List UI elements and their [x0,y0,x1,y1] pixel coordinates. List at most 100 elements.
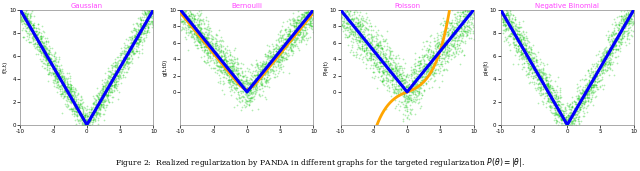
Point [615,50,625,53]
Point [257,63,267,66]
Point [543,97,553,100]
Point [234,82,244,85]
Point [501,20,511,23]
Point [575,98,586,101]
Point [516,50,526,53]
Point [532,69,543,72]
Point [519,35,529,38]
Point [45,46,56,49]
Point [270,57,280,60]
Point [545,99,555,102]
Point [371,54,381,57]
Point [190,39,200,42]
Point [378,70,388,73]
Point [365,22,375,25]
Point [49,61,59,64]
Point [604,74,614,77]
Point [205,49,216,52]
Point [186,20,196,23]
Point [286,46,296,49]
Point [541,76,551,79]
Point [104,70,115,73]
Point [524,60,534,62]
Point [587,77,597,80]
Point [237,71,248,74]
Point [77,122,87,125]
Point [268,52,278,55]
Point [523,47,533,50]
Point [453,35,463,38]
Point [116,61,127,64]
Point [289,29,299,31]
Point [73,102,83,105]
Point [141,29,152,32]
Point [270,56,280,59]
Point [605,52,615,55]
Point [253,73,263,76]
Point [506,23,516,26]
Point [231,84,241,86]
Point [553,112,563,115]
Point [113,56,123,58]
Point [98,87,108,90]
Point [263,54,273,57]
Point [517,34,527,36]
Point [564,115,575,118]
Point [415,69,426,72]
Point [559,107,570,110]
Point [131,38,141,41]
Point [211,42,221,45]
Point [188,3,198,6]
Point [219,62,229,65]
Point [285,22,295,25]
Point [439,41,449,44]
Point [600,69,611,71]
Point [426,66,436,69]
Point [295,19,305,21]
Point [440,44,450,47]
Point [266,64,276,66]
Point [291,21,301,24]
Point [41,56,51,58]
Point [251,58,261,61]
Point [115,64,125,67]
Point [579,96,589,98]
Point [271,56,282,58]
Point [103,67,113,70]
Point [426,72,436,75]
Point [436,79,447,82]
Point [545,84,555,87]
Point [95,93,106,96]
Point [367,75,377,78]
Point [100,94,110,97]
Point [541,87,551,89]
Point [111,78,121,81]
Point [437,38,447,41]
Point [28,24,38,27]
Point [278,46,289,49]
Point [187,24,197,27]
Point [412,73,422,76]
Point [566,120,576,123]
Point [147,10,157,13]
Point [60,81,70,83]
Point [89,103,99,106]
Point [406,91,417,93]
Point [28,28,38,31]
Point [304,16,314,19]
Point [460,29,470,32]
Point [446,54,456,56]
Point [284,33,294,36]
Point [458,10,468,12]
Point [593,67,604,70]
Point [257,71,268,74]
Point [70,99,81,102]
Point [119,62,129,64]
Point [126,41,136,44]
Point [188,28,198,31]
Point [50,58,60,61]
Point [517,53,527,56]
Point [198,42,208,45]
Point [582,93,592,96]
Point [109,86,119,88]
